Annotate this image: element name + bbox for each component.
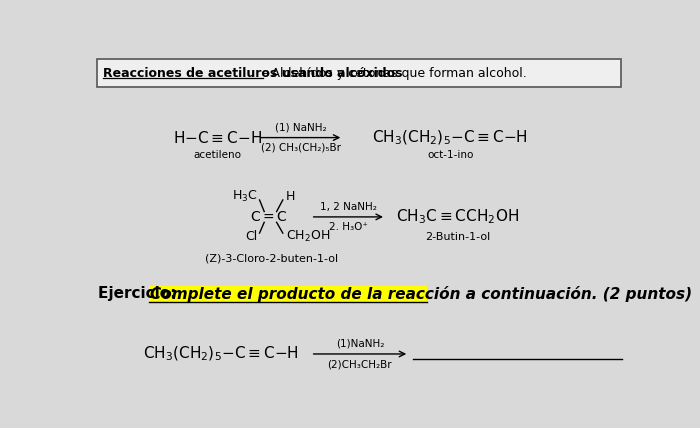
Text: 2. H₃O⁺: 2. H₃O⁺ [329, 222, 368, 232]
Text: H$_3$C: H$_3$C [232, 189, 258, 205]
Text: Complete el producto de la reacción a continuación. (2 puntos): Complete el producto de la reacción a co… [150, 286, 692, 302]
Text: - Aldehídos y cetonas que forman alcohol.: - Aldehídos y cetonas que forman alcohol… [263, 67, 527, 80]
Text: (1)NaNH₂: (1)NaNH₂ [336, 339, 384, 348]
Text: CH$_3$C$\equiv$CCH$_2$OH: CH$_3$C$\equiv$CCH$_2$OH [396, 208, 519, 226]
Text: (1) NaNH₂: (1) NaNH₂ [275, 122, 326, 132]
FancyBboxPatch shape [97, 59, 621, 87]
FancyBboxPatch shape [149, 286, 427, 302]
Text: CH$_3$(CH$_2$)$_5$$-$C$\equiv$C$-$H: CH$_3$(CH$_2$)$_5$$-$C$\equiv$C$-$H [372, 128, 528, 147]
Text: (Z)-3-Cloro-2-buten-1-ol: (Z)-3-Cloro-2-buten-1-ol [205, 254, 339, 264]
Text: acetileno: acetileno [194, 150, 241, 160]
Text: Ejercicio:: Ejercicio: [98, 286, 182, 301]
Text: oct-1-ino: oct-1-ino [427, 150, 473, 160]
Text: Reacciones de acetiluros usando alcóxidos: Reacciones de acetiluros usando alcóxido… [103, 67, 402, 80]
Text: 2-Butin-1-ol: 2-Butin-1-ol [426, 232, 491, 242]
Text: C$=$C: C$=$C [250, 210, 288, 224]
Text: CH$_3$(CH$_2$)$_5$$-$C$\equiv$C$-$H: CH$_3$(CH$_2$)$_5$$-$C$\equiv$C$-$H [143, 345, 299, 363]
Text: Cl: Cl [246, 230, 258, 243]
Text: H: H [286, 190, 295, 203]
Text: 1, 2 NaNH₂: 1, 2 NaNH₂ [320, 202, 377, 211]
Text: (2) CH₃(CH₂)₅Br: (2) CH₃(CH₂)₅Br [260, 143, 341, 153]
Text: (2)CH₃CH₂Br: (2)CH₃CH₂Br [328, 360, 392, 369]
Text: H$-$C$\equiv$C$-$H: H$-$C$\equiv$C$-$H [173, 130, 262, 146]
Text: CH$_2$OH: CH$_2$OH [286, 229, 330, 244]
